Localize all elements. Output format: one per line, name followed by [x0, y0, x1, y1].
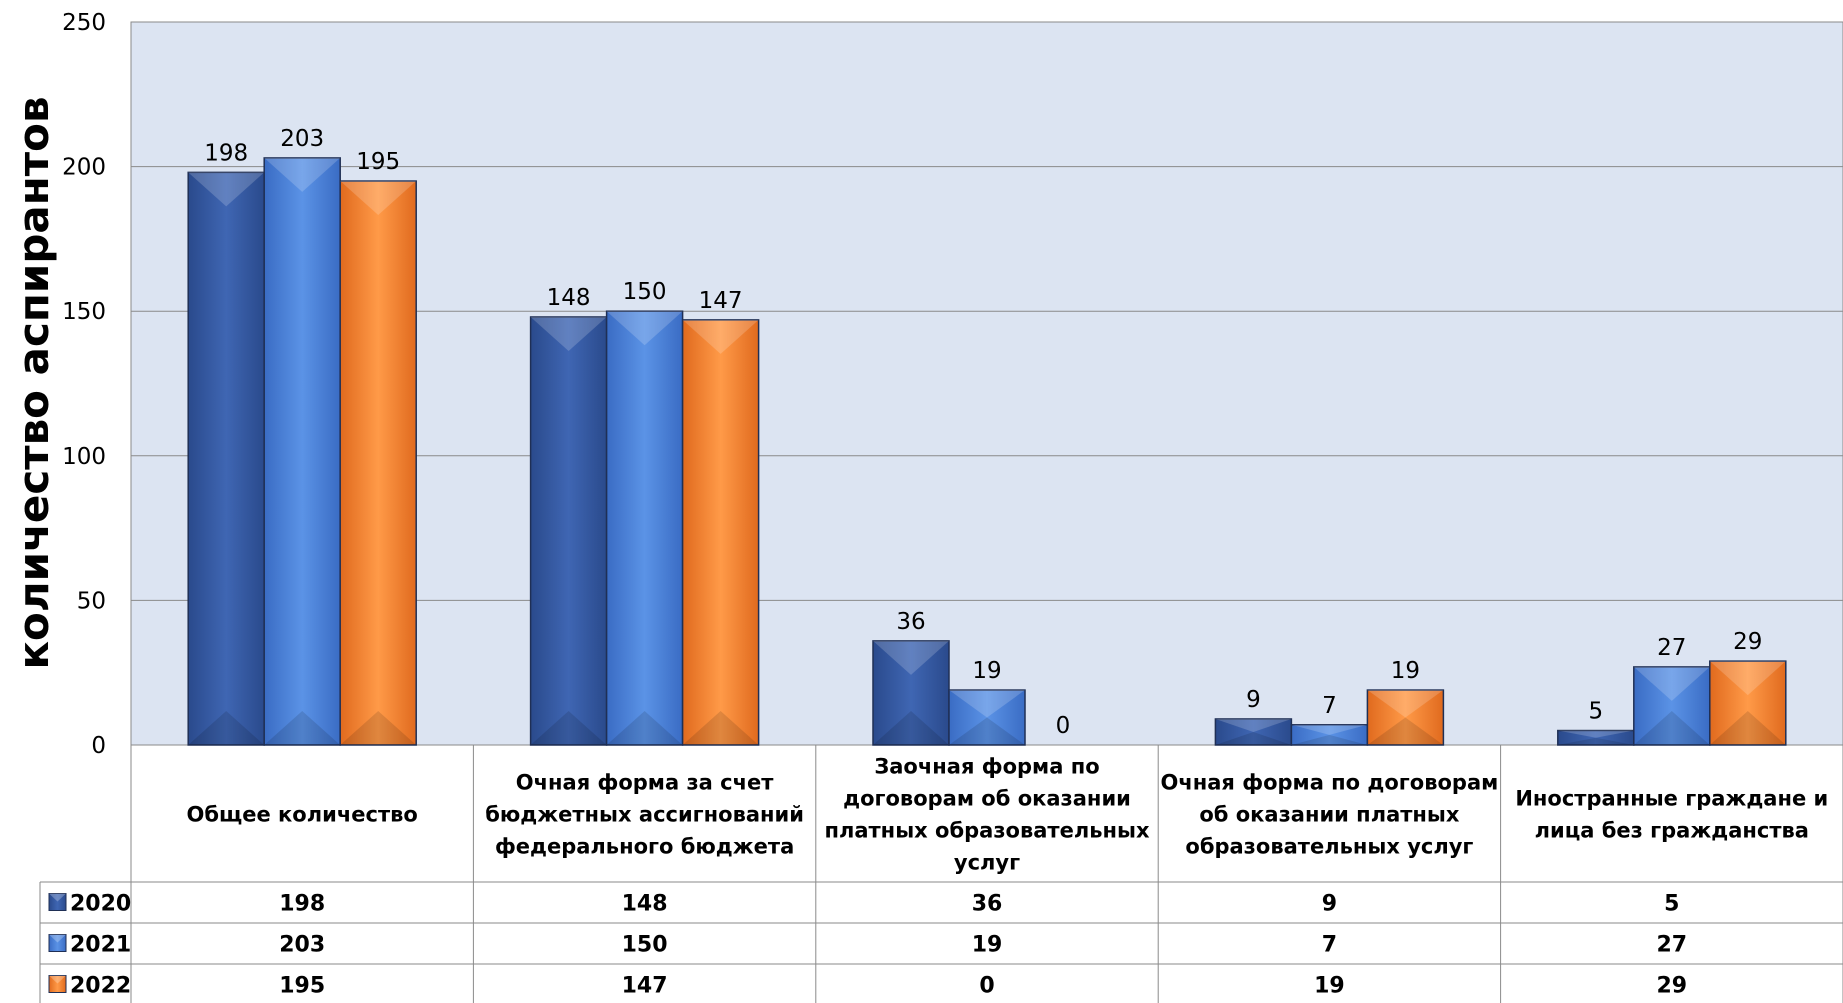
data-label: 29: [1733, 629, 1762, 655]
data-label: 9: [1246, 687, 1261, 713]
table-cell: 195: [279, 974, 325, 999]
data-label: 147: [699, 288, 743, 314]
bar-2021-cat1: [263, 157, 341, 746]
category-label: Заочная форма по договорам об оказании пла…: [824, 755, 1150, 875]
bars: [187, 157, 1787, 746]
data-label: 203: [280, 126, 324, 152]
legend-key-2022: [48, 975, 67, 993]
bar-2021-cat4: [1290, 724, 1369, 746]
bar-2022-cat2: [681, 319, 760, 746]
category-label: Очная форма за счет бюджетных ассигновани…: [485, 771, 804, 859]
data-label: 7: [1322, 693, 1337, 719]
bar-2021-cat2: [605, 310, 684, 746]
data-label: 5: [1588, 699, 1603, 725]
category-label: Очная форма по договорам об оказании плат…: [1160, 771, 1498, 859]
table-cell: 9: [1322, 892, 1337, 917]
category-label: Общее количество: [187, 803, 418, 827]
data-label: 0: [1056, 713, 1071, 739]
data-label: 198: [204, 140, 248, 166]
data-label: 19: [972, 658, 1001, 684]
table-cell: 19: [1314, 974, 1345, 999]
table-cell: 29: [1656, 974, 1687, 999]
legend-label: 2022: [70, 974, 131, 999]
y-tick-labels: 0 50 100 150 200 250: [62, 10, 106, 759]
bar-2021-cat5: [1633, 666, 1711, 746]
category-label: Иностранные граждане и лица без гражданст…: [1515, 787, 1828, 843]
legend-key-2021: [48, 934, 67, 952]
data-label: 195: [356, 149, 400, 175]
bar-2020-cat5: [1557, 729, 1635, 746]
table-cell: 36: [972, 892, 1003, 917]
legend-label: 2021: [70, 933, 131, 958]
data-table: Общее количество Очная форма за счет бюдже…: [39, 745, 1843, 1003]
table-cell: 7: [1322, 933, 1337, 958]
y-axis-label: количество аспирантов: [9, 96, 58, 669]
table-cell: 0: [979, 974, 994, 999]
bar-2022-cat5: [1709, 660, 1787, 746]
y-tick-label: 150: [62, 299, 106, 325]
table-cell: 148: [622, 892, 668, 917]
y-tick-label: 50: [77, 588, 106, 614]
data-label: 36: [896, 609, 925, 635]
data-label: 148: [547, 285, 591, 311]
table-cell: 150: [622, 933, 668, 958]
bar-2020-cat4: [1214, 718, 1293, 746]
y-tick-label: 0: [91, 733, 106, 759]
bar-2022-cat4: [1366, 689, 1445, 746]
legend-label: 2020: [70, 892, 131, 917]
table-cell: 147: [622, 974, 668, 999]
table-cell: 198: [279, 892, 325, 917]
bar-2020-cat1: [187, 171, 265, 746]
data-label: 150: [623, 279, 667, 305]
table-cell: 5: [1664, 892, 1679, 917]
table-cell: 27: [1656, 933, 1687, 958]
data-labels: 198 148 36 9 5 203 150 19 7 27 195 147 0 19 29: [204, 126, 1762, 739]
bar-2022-cat1: [339, 180, 417, 746]
bar-2021-cat3: [948, 689, 1026, 746]
bar-2020-cat2: [529, 316, 608, 746]
bar-2020-cat3: [872, 640, 950, 746]
y-tick-label: 250: [62, 10, 106, 36]
legend-key-2020: [48, 893, 67, 911]
y-tick-label: 100: [62, 444, 106, 470]
data-label: 19: [1391, 658, 1420, 684]
table-cell: 203: [279, 933, 325, 958]
y-tick-label: 200: [62, 155, 106, 181]
table-cell: 19: [972, 933, 1003, 958]
data-label: 27: [1657, 635, 1686, 661]
